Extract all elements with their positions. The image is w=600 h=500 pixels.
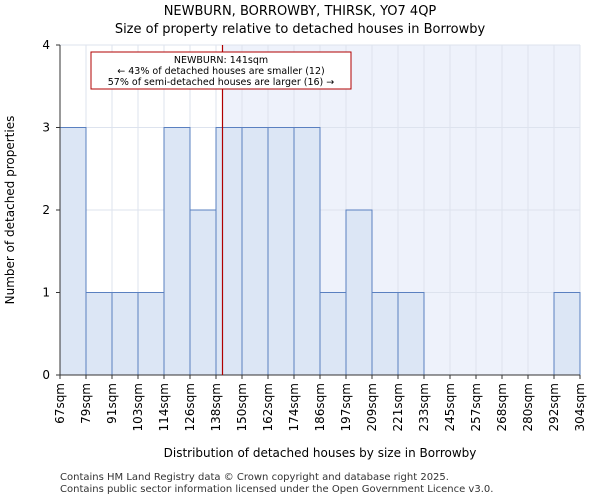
x-tick-label: 245sqm (443, 383, 457, 431)
x-tick-label: 150sqm (235, 383, 249, 431)
y-axis-label: Number of detached properties (3, 116, 17, 305)
y-tick-label: 3 (42, 121, 50, 135)
bar-79sqm (85, 292, 113, 376)
x-tick-label: 67sqm (53, 383, 67, 424)
x-tick-label: 280sqm (521, 383, 535, 431)
bar-221sqm (397, 292, 425, 376)
bar-150sqm (241, 127, 269, 376)
footer-copyright: Contains HM Land Registry data © Crown c… (60, 472, 449, 483)
annotation-smaller: ← 43% of detached houses are smaller (12… (117, 66, 324, 77)
x-tick-label: 257sqm (469, 383, 483, 431)
bar-114sqm (163, 127, 191, 376)
bar-67sqm (59, 127, 87, 376)
chart-subtitle: Size of property relative to detached ho… (114, 22, 486, 37)
bar-103sqm (137, 292, 165, 376)
x-tick-label: 186sqm (313, 383, 327, 431)
y-tick-label: 1 (42, 286, 50, 300)
annotation-box (90, 51, 352, 90)
annotation-title: NEWBURN: 141sqm (174, 55, 268, 66)
annotation-larger: 57% of semi-detached houses are larger (… (108, 77, 335, 88)
y-tick-label: 0 (42, 368, 50, 382)
x-tick-label: 221sqm (391, 383, 405, 431)
bar-91sqm (111, 292, 139, 376)
x-tick-label: 114sqm (157, 383, 171, 431)
y-tick-label: 2 (42, 203, 50, 217)
x-tick-label: 197sqm (339, 383, 353, 431)
bar-197sqm (345, 209, 373, 376)
x-axis-label: Distribution of detached houses by size … (164, 446, 477, 460)
bars (59, 127, 581, 376)
x-tick-label: 304sqm (573, 383, 587, 431)
bar-292sqm (553, 292, 581, 376)
footer-licence: Contains public sector information licen… (60, 484, 494, 495)
marker: NEWBURN: 141sqm← 43% of detached houses … (90, 45, 352, 375)
bar-138sqm (215, 127, 243, 376)
x-tick-label: 126sqm (183, 383, 197, 431)
chart-title: NEWBURN, BORROWBY, THIRSK, YO7 4QP (163, 4, 437, 19)
x-tick-label: 268sqm (495, 383, 509, 431)
x-tick-label: 209sqm (365, 383, 379, 431)
x-tick-label: 174sqm (287, 383, 301, 431)
bar-186sqm (319, 292, 347, 376)
x-tick-label: 292sqm (547, 383, 561, 431)
x-tick-label: 79sqm (79, 383, 93, 424)
x-tick-label: 103sqm (131, 383, 145, 431)
y-tick-label: 4 (42, 38, 50, 52)
bar-126sqm (189, 209, 217, 376)
x-tick-label: 233sqm (417, 383, 431, 431)
tick-labels: 0 1 2 3 4 67sqm 79sqm 91sqm 103sqm 114sqm 126sqm 13… (42, 38, 587, 431)
bar-174sqm (293, 127, 321, 376)
bar-162sqm (267, 127, 295, 376)
bar-209sqm (371, 292, 399, 376)
x-tick-label: 91sqm (105, 383, 119, 424)
histogram-chart: 0 1 2 3 4 67sqm 79sqm 91sqm 103sqm 114sqm 126sqm 13… (3, 38, 587, 460)
x-tick-label: 162sqm (261, 383, 275, 431)
x-tick-label: 138sqm (209, 383, 223, 431)
